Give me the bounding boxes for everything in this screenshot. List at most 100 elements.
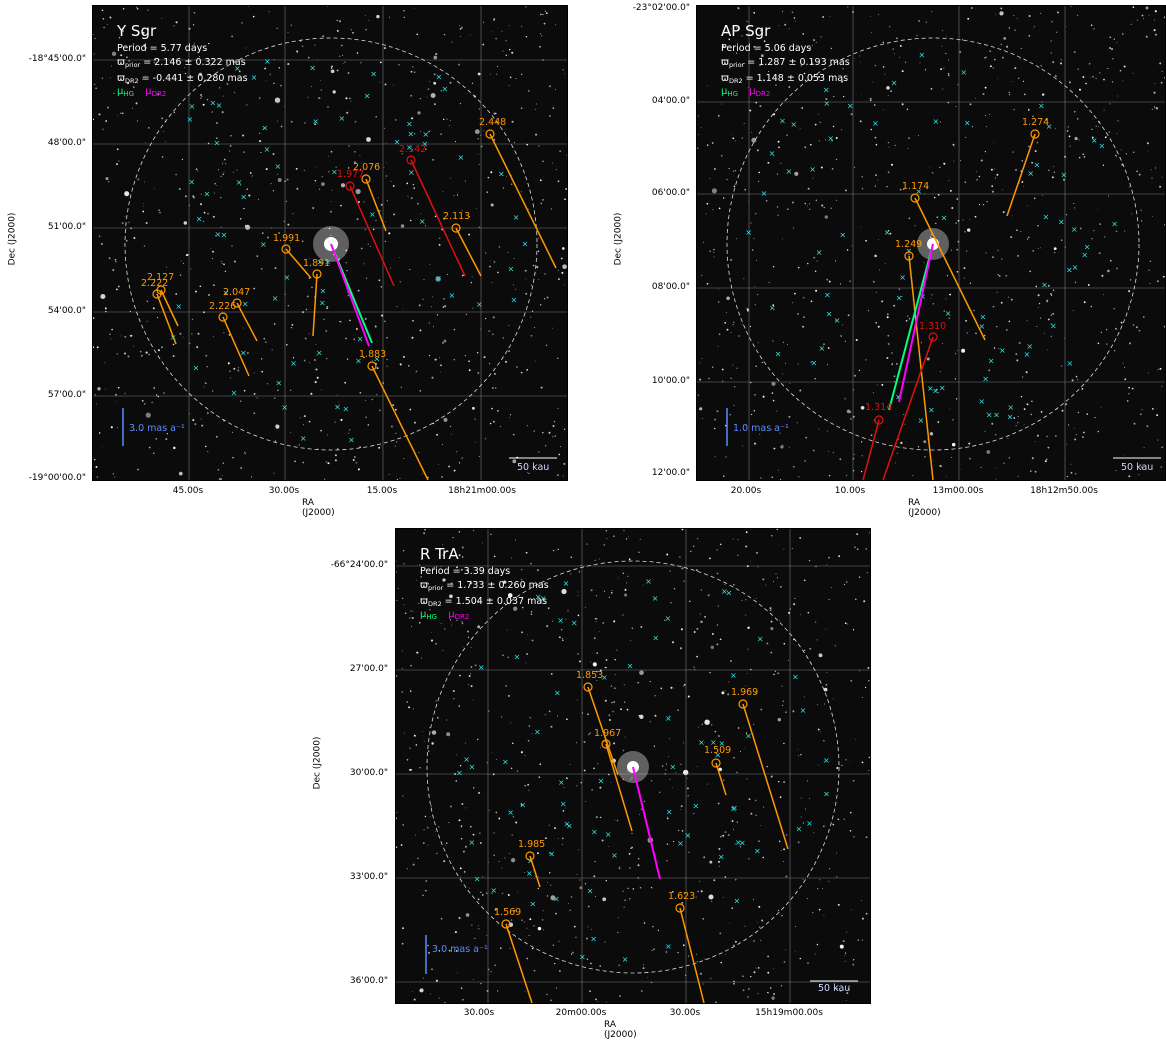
background-star [338,55,341,57]
background-star [745,531,748,534]
field-star-marker: × [192,364,199,373]
background-star [708,377,710,380]
background-star [280,125,283,128]
background-star [354,120,357,123]
background-star [805,436,808,439]
background-star [435,700,437,702]
background-star [438,826,440,828]
background-star [780,849,782,851]
background-star [643,800,646,803]
background-star [797,841,800,844]
background-star [425,148,427,150]
background-star [516,770,519,772]
field-star-marker: × [339,114,346,123]
background-star [889,26,891,28]
background-star [653,948,655,951]
background-star [402,824,405,826]
background-star [639,714,644,719]
background-star [375,219,377,222]
background-star [814,953,816,955]
background-star [825,683,828,686]
background-star [481,542,483,544]
background-star [182,262,184,264]
background-star [717,605,719,607]
background-star [853,453,855,455]
background-star [608,596,610,598]
background-star [714,418,716,421]
companion-label: 2.448 [479,117,507,128]
companion-label: 2.113 [443,211,471,222]
background-star [806,898,808,900]
background-star [1053,247,1057,251]
background-star [330,234,332,236]
background-star [849,811,852,814]
background-star [870,128,872,131]
background-star [996,291,998,293]
background-star [947,72,950,75]
background-star [307,56,310,59]
background-star [411,149,414,151]
background-star [824,215,828,219]
background-star [509,417,510,419]
sky-image: ××××××××××××××××××××××××××××××××××××××××… [93,6,567,480]
background-star [287,223,290,226]
background-star [1142,18,1144,20]
background-star [758,171,760,174]
field-star-marker: × [579,952,586,961]
background-star [515,78,517,80]
background-star [410,94,413,97]
background-star [264,67,266,70]
background-star [477,371,480,374]
background-star [964,181,967,183]
background-star [420,557,423,561]
background-star [625,538,628,540]
background-star [550,999,552,1002]
background-star [521,606,524,609]
background-star [181,158,184,161]
background-star [259,140,262,143]
background-star [937,193,940,196]
background-star [414,133,416,135]
background-star [1008,91,1010,94]
background-star [442,118,445,121]
background-star [435,979,438,982]
background-star [802,822,805,824]
background-star [780,162,782,164]
background-star [148,446,151,449]
background-star [453,469,456,472]
background-star [742,989,745,992]
background-star [300,40,302,42]
background-star [301,45,304,48]
background-star [330,69,335,74]
background-star [456,194,459,196]
background-star [290,327,292,329]
background-star [1057,11,1059,14]
background-star [1074,111,1076,113]
background-star [108,257,111,260]
background-star [767,992,769,994]
background-star [823,343,825,346]
background-star [461,274,464,277]
background-star [745,425,746,426]
y-tick: 10'00.0" [651,376,690,386]
background-star [200,418,202,420]
background-star [818,764,819,766]
background-star [420,576,422,578]
background-star [696,538,699,540]
background-star [200,94,202,96]
background-star [560,446,562,448]
background-star [853,836,855,838]
background-star [133,429,135,431]
background-star [937,421,940,423]
y-axis-label: Dec (J2000) [613,212,624,266]
background-star [673,588,676,590]
background-star [792,227,794,229]
background-star [799,536,802,539]
background-star [261,358,263,360]
background-star [771,476,773,478]
star-name: Y Sgr [117,22,157,40]
background-star [861,93,862,95]
background-star [379,210,381,212]
background-star [350,100,352,102]
background-star [782,341,785,344]
